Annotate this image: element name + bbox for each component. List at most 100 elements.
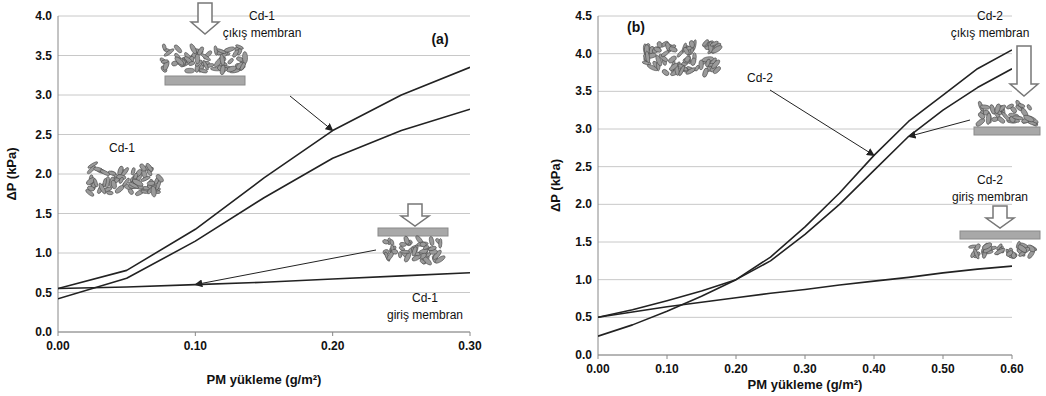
grid-line xyxy=(598,129,1012,130)
particle xyxy=(1018,103,1026,109)
series-line xyxy=(598,266,1012,317)
particle xyxy=(1005,250,1013,258)
particle xyxy=(118,177,124,184)
particle xyxy=(994,103,1001,114)
y-tick-label: 0.0 xyxy=(35,325,52,339)
particle xyxy=(150,186,156,198)
particle xyxy=(391,249,398,255)
lines xyxy=(598,50,1012,336)
series-label-line: Cd-1 xyxy=(412,291,438,305)
particle xyxy=(242,52,247,64)
y-tick-label: 3.0 xyxy=(35,88,52,102)
particle xyxy=(661,68,670,76)
y-tick-label: 1.0 xyxy=(35,246,52,260)
particle xyxy=(660,50,669,58)
particle xyxy=(399,242,406,247)
particle xyxy=(162,43,167,50)
particle xyxy=(216,48,226,54)
particle xyxy=(668,62,679,71)
particle xyxy=(1026,104,1032,111)
membrane xyxy=(960,231,1040,239)
x-tick xyxy=(598,355,599,359)
particle xyxy=(1006,103,1015,110)
series-label-line: giriş membran xyxy=(952,190,1028,204)
particle xyxy=(705,58,711,67)
grid-line xyxy=(598,317,1012,318)
particle xyxy=(141,189,148,193)
leader xyxy=(770,90,874,155)
x-tick-label: 0.40 xyxy=(862,362,886,376)
particle xyxy=(709,40,719,47)
particle xyxy=(99,169,110,177)
particle xyxy=(232,49,240,58)
flow-arrow xyxy=(191,3,219,34)
x-tick xyxy=(332,332,333,336)
y-tick-label: 4.0 xyxy=(575,47,592,61)
particle xyxy=(155,173,164,183)
grid-line xyxy=(598,242,1012,243)
y-tick-label: 4.0 xyxy=(35,9,52,23)
grid-line xyxy=(598,166,1012,167)
particle xyxy=(434,254,446,264)
x-tick-label: 0.10 xyxy=(184,339,208,353)
x-tick-label: 0.30 xyxy=(793,362,817,376)
particle xyxy=(110,180,117,190)
leader xyxy=(909,120,971,137)
particle xyxy=(419,258,426,264)
series-label: Cd-2 xyxy=(747,71,773,85)
x-axis xyxy=(58,332,470,333)
membrane xyxy=(974,127,1040,135)
particle xyxy=(220,65,226,75)
schematics xyxy=(85,3,448,266)
y-tick-label: 0.5 xyxy=(575,310,592,324)
x-tick-label: 0.10 xyxy=(655,362,679,376)
grid-line xyxy=(598,16,1012,17)
particle xyxy=(678,65,686,76)
y-tick-label: 3.5 xyxy=(575,84,592,98)
particle xyxy=(127,188,134,196)
x-tick xyxy=(58,332,59,336)
particle xyxy=(173,44,183,54)
particle xyxy=(147,181,155,186)
particle xyxy=(645,51,651,63)
particle xyxy=(975,117,986,127)
particle xyxy=(682,46,690,55)
particle xyxy=(117,165,124,175)
y-tick-label: 0.0 xyxy=(575,348,592,362)
y-tick-label: 2.5 xyxy=(35,128,52,142)
x-tick-label: 0.30 xyxy=(458,339,482,353)
series-label-line: giriş membran xyxy=(387,308,463,322)
grid-line xyxy=(58,332,470,333)
chart: 0.00.51.01.52.02.53.03.54.00.000.100.200… xyxy=(0,0,1046,396)
grid-line xyxy=(58,292,470,293)
panel: 0.00.51.01.52.02.53.03.54.04.50.000.100.… xyxy=(548,9,1040,392)
particle xyxy=(139,163,148,172)
particle xyxy=(1023,114,1035,123)
x-tick-label: 0.00 xyxy=(586,362,610,376)
grid-line xyxy=(58,134,470,135)
panel: 0.00.51.01.52.02.53.03.54.00.000.100.200… xyxy=(4,3,482,387)
particle xyxy=(653,46,662,53)
particle xyxy=(683,55,691,63)
schematics xyxy=(642,39,1040,260)
series-label-line: Cd-2 xyxy=(977,9,1003,23)
x-tick xyxy=(943,355,944,359)
flow-arrow xyxy=(401,204,429,226)
particle xyxy=(188,60,195,66)
particle xyxy=(690,57,697,66)
flow-arrow xyxy=(986,206,1014,228)
series-line xyxy=(598,50,1012,336)
series-label: Cd-2giriş membran xyxy=(952,173,1028,204)
leader xyxy=(195,250,376,285)
series-label-line: çıkış membran xyxy=(223,26,302,40)
particle xyxy=(93,178,99,187)
series-line xyxy=(58,67,470,288)
particle xyxy=(145,162,154,172)
y-tick-label: 2.5 xyxy=(575,160,592,174)
particle xyxy=(174,56,186,67)
series-line xyxy=(58,273,470,289)
y-tick-label: 3.0 xyxy=(575,122,592,136)
particle xyxy=(981,242,992,251)
x-tick xyxy=(874,355,875,359)
particle xyxy=(646,63,658,71)
